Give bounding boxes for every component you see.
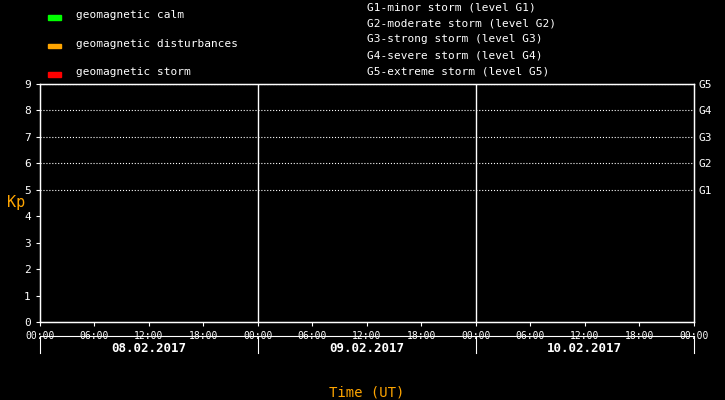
Bar: [48, 15, 61, 20]
Bar: [48, 72, 61, 77]
Text: G3-strong storm (level G3): G3-strong storm (level G3): [367, 34, 542, 44]
Text: 10.02.2017: 10.02.2017: [547, 342, 622, 354]
Text: G4-severe storm (level G4): G4-severe storm (level G4): [367, 50, 542, 60]
Text: G2-moderate storm (level G2): G2-moderate storm (level G2): [367, 18, 556, 28]
Text: 08.02.2017: 08.02.2017: [112, 342, 186, 354]
Text: 09.02.2017: 09.02.2017: [329, 342, 405, 354]
Text: geomagnetic storm: geomagnetic storm: [76, 67, 191, 77]
Text: G5-extreme storm (level G5): G5-extreme storm (level G5): [367, 66, 549, 76]
Bar: [48, 44, 61, 48]
Text: G1-minor storm (level G1): G1-minor storm (level G1): [367, 2, 536, 12]
Text: geomagnetic disturbances: geomagnetic disturbances: [76, 39, 238, 49]
Y-axis label: Kp: Kp: [7, 196, 25, 210]
Text: Time (UT): Time (UT): [329, 386, 405, 400]
Text: geomagnetic calm: geomagnetic calm: [76, 10, 184, 20]
